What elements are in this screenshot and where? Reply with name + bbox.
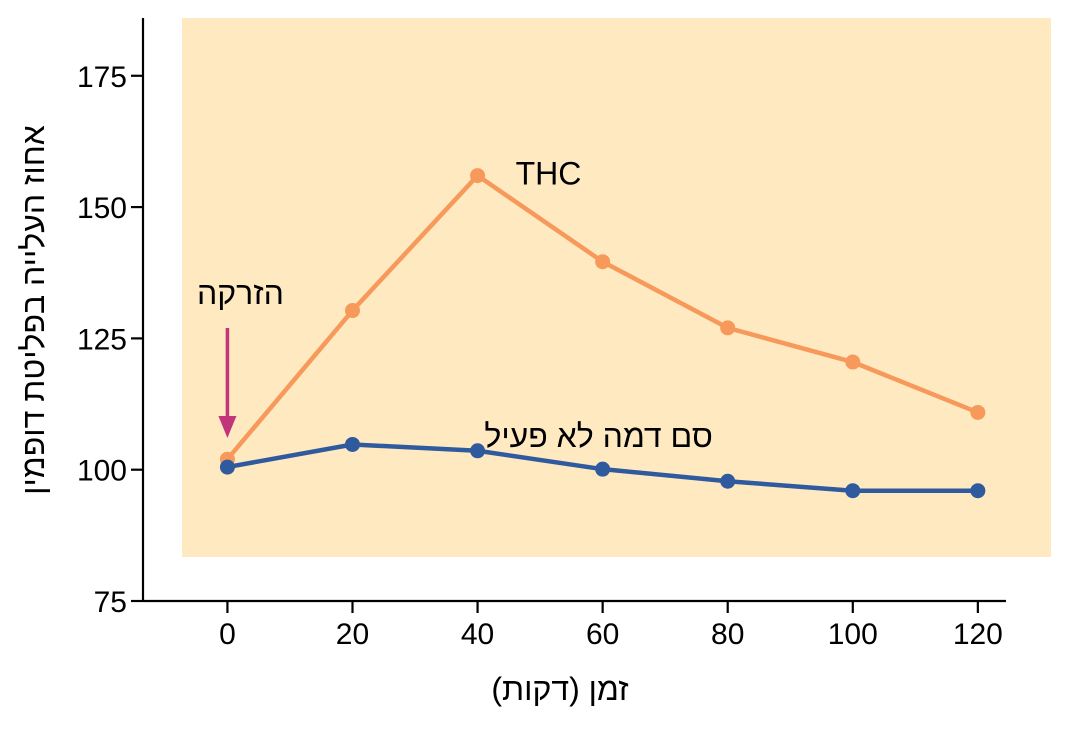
data-point — [219, 459, 235, 475]
x-tick-label: 80 — [711, 618, 744, 651]
data-point — [720, 473, 736, 489]
x-tick-label: 120 — [953, 618, 1003, 651]
y-tick-label: 175 — [77, 61, 127, 94]
y-axis-ticks: 75 100 125 150 175 — [77, 61, 143, 619]
y-axis-title: אחוז העלייה בפליטת דופמין — [15, 125, 51, 495]
y-tick-label: 75 — [94, 586, 127, 619]
data-point — [720, 320, 736, 336]
series-label: סם דמה לא פעיל — [484, 418, 713, 454]
data-point — [970, 404, 986, 420]
injection-arrow-head — [218, 416, 237, 438]
data-point — [845, 483, 861, 499]
x-axis-title: זמן (דקות) — [491, 671, 628, 707]
y-tick-label: 150 — [77, 192, 127, 225]
series-1: THC — [219, 156, 986, 467]
injection-label: הזרקה — [197, 275, 284, 311]
x-tick-label: 20 — [336, 618, 369, 651]
series-label: THC — [516, 156, 582, 192]
data-point — [845, 354, 861, 370]
y-tick-label: 125 — [77, 323, 127, 356]
plot-background — [182, 18, 1051, 557]
series-layer: THC סם דמה לא פעיל — [219, 156, 986, 499]
data-point — [970, 483, 986, 499]
x-tick-label: 100 — [828, 618, 878, 651]
data-point — [470, 168, 486, 184]
x-tick-label: 40 — [461, 618, 494, 651]
data-point — [344, 303, 360, 319]
data-point — [470, 443, 486, 459]
annotation-layer: הזרקה — [197, 275, 284, 438]
series-2: סם דמה לא פעיל — [219, 418, 986, 499]
data-point — [595, 461, 611, 477]
x-tick-label: 60 — [586, 618, 619, 651]
data-point — [595, 254, 611, 270]
x-axis-ticks: 0 20 40 60 80 100 120 — [219, 601, 1003, 651]
data-point — [344, 436, 360, 452]
x-tick-label: 0 — [219, 618, 236, 651]
y-tick-label: 100 — [77, 455, 127, 488]
